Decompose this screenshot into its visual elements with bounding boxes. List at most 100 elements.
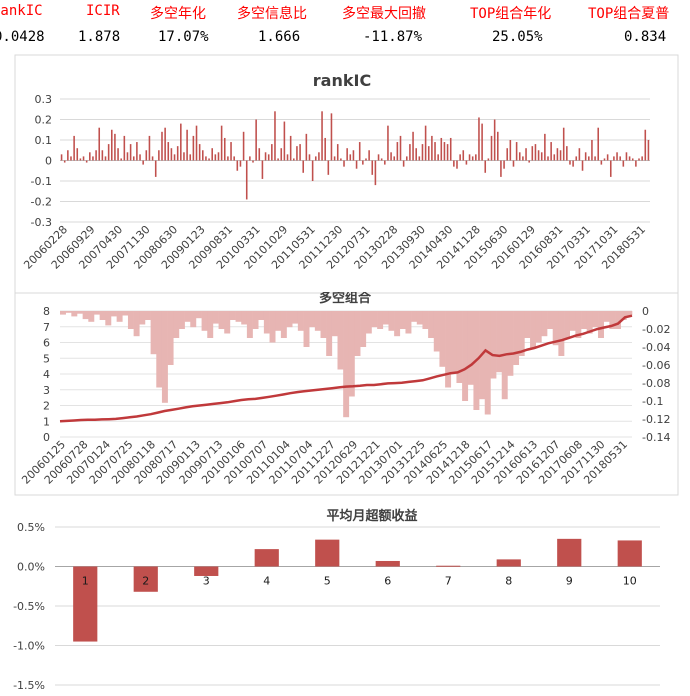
drawdown-bar [156, 311, 163, 388]
rankic-bar [584, 152, 587, 161]
drawdown-bar [626, 311, 633, 316]
drawdown-bar [518, 311, 525, 356]
category-label: 1 [82, 575, 89, 588]
drawdown-bar [592, 311, 599, 328]
drawdown-bar [218, 311, 225, 329]
rankic-bar [465, 160, 468, 165]
drawdown-bar [394, 311, 401, 337]
drawdown-bar [110, 311, 117, 317]
summary-header-cell: ICIR [86, 3, 120, 19]
excess-bar [194, 566, 219, 576]
rankic-bar [609, 160, 612, 177]
rankic-bar [635, 160, 637, 167]
drawdown-bar [99, 311, 106, 320]
drawdown-bar [586, 311, 593, 334]
rankic-bar [528, 160, 530, 163]
right-y-tick-label: -0.1 [642, 395, 663, 408]
summary-value-cell: 1.666 [258, 29, 301, 45]
rankic-bar [581, 160, 584, 171]
rankic-bar [252, 160, 254, 163]
drawdown-bar [490, 311, 497, 379]
rankic-bar [274, 111, 276, 161]
y-tick-label: -0.5% [13, 600, 45, 613]
rankic-bar [556, 148, 559, 161]
drawdown-bar [309, 311, 316, 328]
drawdown-bar [439, 311, 446, 367]
rankic-bar [327, 160, 330, 175]
drawdown-bar [422, 311, 429, 329]
rankic-bar [336, 144, 339, 161]
y-tick-label: 0.2 [35, 114, 53, 127]
rankic-bar [123, 135, 126, 161]
drawdown-bar [314, 311, 321, 331]
category-label: 6 [384, 575, 391, 588]
summary-header-cell: 多空年化 [150, 6, 206, 22]
rankic-bar [148, 135, 151, 161]
rankic-bar [500, 160, 502, 177]
excess-bar [557, 538, 582, 567]
rankic-bar [211, 148, 213, 161]
summary-header-cell: 多空最大回撤 [342, 6, 426, 22]
rankic-bar [456, 160, 458, 169]
rankic-bar [126, 152, 129, 161]
rankic-bar [484, 160, 487, 173]
rankic-bar [299, 144, 301, 161]
drawdown-bar [365, 311, 372, 334]
drawdown-bar [467, 311, 474, 385]
rankic-bar [384, 160, 386, 165]
drawdown-bar [76, 311, 83, 314]
rankic-bar [377, 154, 380, 161]
rankic-bar [289, 135, 292, 161]
rankic-bar [129, 144, 132, 161]
rankic-bar [622, 160, 625, 167]
rankic-bar [230, 142, 232, 161]
rankic-bar [136, 142, 138, 161]
drawdown-bar [371, 311, 378, 328]
rankic-bar [509, 140, 512, 161]
drawdown-bar [331, 311, 338, 337]
rankic-bar [349, 154, 352, 161]
rankic-bar [412, 131, 414, 161]
rankic-bar [365, 158, 367, 161]
drawdown-bar [484, 311, 491, 415]
rankic-bar [321, 111, 323, 161]
rankic-bar [167, 142, 170, 161]
y-tick-label: 0.0% [17, 561, 45, 574]
left-y-tick-label: 2 [43, 400, 50, 413]
rankic-bar [371, 160, 374, 175]
rankic-bar [459, 154, 461, 161]
rankic-bar [151, 156, 154, 161]
left-y-tick-label: 7 [43, 321, 50, 334]
rankic-bar [63, 160, 66, 163]
drawdown-bar [507, 311, 514, 376]
drawdown-bar [235, 311, 242, 322]
rankic-bar [490, 135, 493, 161]
rankic-bar [217, 152, 220, 161]
drawdown-bar [399, 311, 406, 329]
rankic-bar [446, 144, 449, 161]
rankic-bar [132, 156, 135, 161]
rankic-bar [227, 156, 229, 161]
rankic-bar [537, 150, 540, 161]
rankic-bar [220, 125, 223, 161]
drawdown-bar [71, 311, 78, 317]
y-tick-label: 0.5% [17, 521, 45, 534]
drawdown-bar [388, 311, 395, 331]
rankic-bar [142, 160, 144, 165]
rankic-bar [183, 152, 185, 161]
rankic-bar [415, 148, 417, 161]
summary-value-row: 0.0428 1.878 17.07% 1.666 -11.87% 25.05% 0.834 [0, 22, 690, 54]
rankic-bar [393, 156, 396, 161]
summary-header-cell: TOP组合夏普 [588, 6, 670, 22]
rankic-bar [534, 144, 537, 161]
drawdown-bar [382, 311, 389, 325]
rankic-bar [173, 154, 176, 161]
drawdown-bar [252, 311, 259, 329]
rankic-bar [421, 144, 424, 161]
drawdown-bar [326, 311, 333, 356]
rankic-bar [566, 146, 568, 161]
rankic-bar [305, 133, 308, 161]
left-y-tick-label: 3 [43, 384, 50, 397]
rankic-bar [462, 150, 465, 161]
drawdown-bar [297, 311, 304, 331]
